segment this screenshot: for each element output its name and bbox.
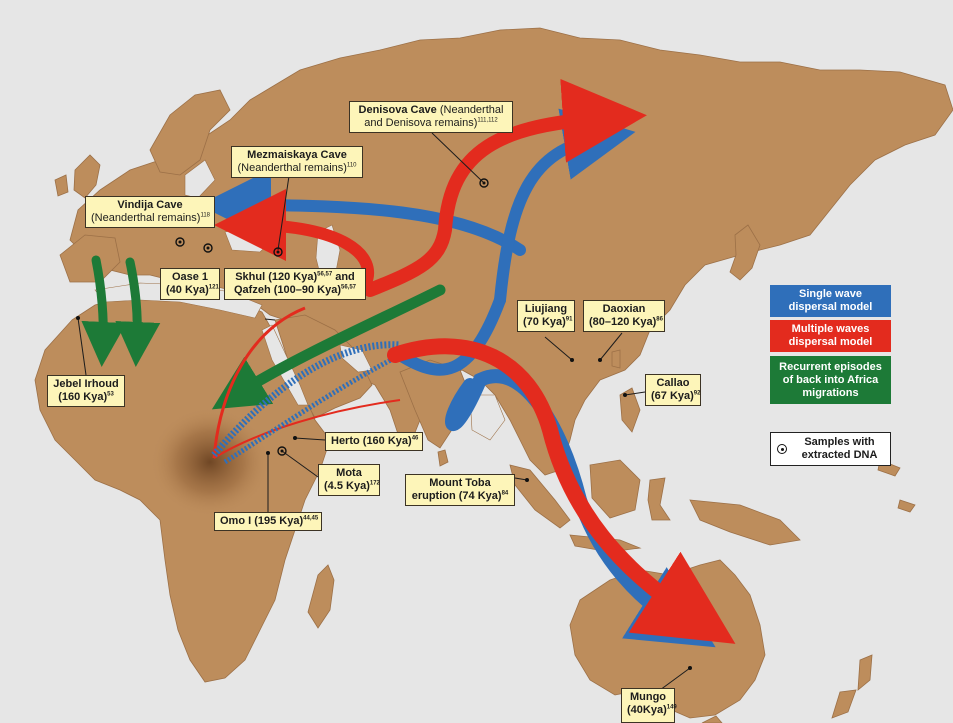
leader-lines <box>77 132 691 691</box>
philippines-landmass <box>619 387 641 433</box>
scandinavia-landmass <box>149 89 231 176</box>
label-liujiang: Liujiang (70 Kya)91 <box>517 300 575 332</box>
label-omo-i: Omo I (195 Kya)44,45 <box>214 512 322 531</box>
label-mota: Mota (4.5 Kya)172 <box>318 464 380 496</box>
label-oase-1: Oase 1 (40 Kya)121 <box>160 268 220 300</box>
sample-marker-icon <box>175 237 185 247</box>
sumatra-landmass <box>509 464 571 529</box>
site-dot <box>623 393 627 397</box>
legend-recurrent-back-into-africa: Recurrent episodes of back into Africa m… <box>770 356 891 404</box>
site-dot <box>598 358 602 362</box>
legend-multiple-waves: Multiple waves dispersal model <box>770 320 891 352</box>
sample-marker-icon <box>277 446 287 456</box>
label-mezmaiskaya-cave: Mezmaiskaya Cave (Neanderthal remains)11… <box>231 146 363 178</box>
label-callao: Callao (67 Kya)92 <box>645 374 701 406</box>
blue-dashed-line <box>211 341 401 458</box>
srilanka-landmass <box>437 449 449 467</box>
newguinea-landmass <box>689 499 801 546</box>
multiple-waves-routes <box>214 78 736 644</box>
newzealand-south-landmass <box>831 689 857 719</box>
blue-route-main <box>394 294 506 376</box>
label-herto: Herto (160 Kya)46 <box>325 432 423 451</box>
iberia-landmass <box>59 234 121 283</box>
label-mungo: Mungo (40Kya)149 <box>621 688 677 723</box>
red-route-to-europe <box>214 189 375 291</box>
bay-of-bengal <box>469 394 506 441</box>
label-denisova-cave: Denisova Cave (Neanderthal and Denisova … <box>349 101 513 133</box>
label-jebel-irhoud: Jebel Irhoud (160 Kya)53 <box>47 375 125 407</box>
tasmania-landmass <box>701 715 723 723</box>
site-dot <box>688 666 692 670</box>
early-dispersal-lines <box>211 306 412 465</box>
legend-single-wave: Single wave dispersal model <box>770 285 891 317</box>
site-dot <box>525 478 529 482</box>
site-dot <box>570 358 574 362</box>
green-arrow <box>115 257 161 367</box>
borneo-landmass <box>589 459 641 519</box>
green-arrow <box>81 255 127 367</box>
sulawesi-landmass <box>647 477 671 521</box>
taiwan-landmass <box>611 349 621 369</box>
label-skhul-qafzeh: Skhul (120 Kya)56,57 and Qafzeh (100–90 … <box>224 268 366 300</box>
site-dot <box>293 436 297 440</box>
ireland-landmass <box>54 174 69 197</box>
site-dot <box>76 316 80 320</box>
red-route-to-siberia <box>363 78 647 297</box>
red-thin-line <box>213 399 401 459</box>
blue-dashed-line <box>223 347 412 465</box>
sample-marker-icon <box>203 243 213 253</box>
sample-marker-icon <box>479 178 489 188</box>
legend-samples-dna: Samples with extracted DNA <box>770 432 891 466</box>
newzealand-landmass <box>857 654 873 691</box>
pacific-island <box>897 499 916 513</box>
madagascar-landmass <box>307 564 335 629</box>
label-vindija-cave: Vindija Cave (Neanderthal remains)118 <box>85 196 215 228</box>
japan-landmass <box>729 224 761 281</box>
sample-marker-icon <box>777 444 787 454</box>
dna-sample-markers <box>76 178 692 670</box>
back-into-africa-arrows <box>81 255 446 410</box>
label-daoxian: Daoxian (80–120 Kya)86 <box>583 300 665 332</box>
green-arrow <box>211 284 446 410</box>
red-route-to-australia <box>387 338 736 644</box>
label-mount-toba: Mount Toba eruption (74 Kya)84 <box>405 474 515 506</box>
african-origin-glow <box>150 407 270 517</box>
red-thin-line <box>212 306 306 459</box>
sample-marker-icon <box>273 247 283 257</box>
site-dot <box>266 451 270 455</box>
britain-landmass <box>73 154 101 199</box>
